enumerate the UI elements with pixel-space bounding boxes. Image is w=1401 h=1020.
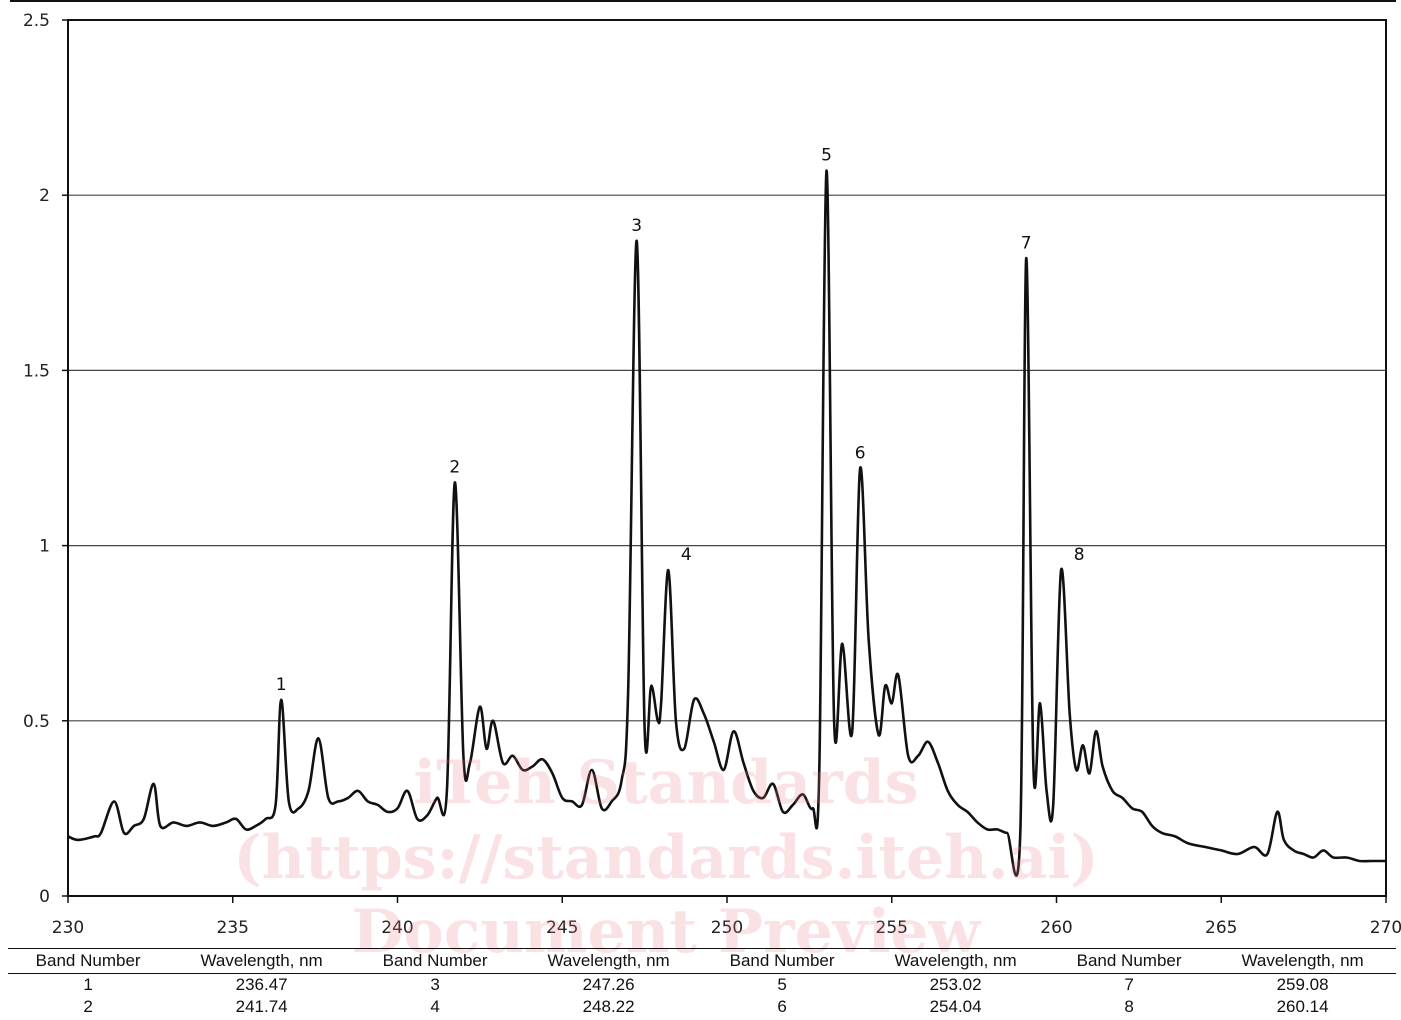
x-tick-label: 240 [381,918,413,938]
y-tick-label: 0.5 [23,712,50,732]
peak-label: 3 [631,216,642,236]
table-cell: 254.04 [929,997,982,1016]
y-tick-label: 2.5 [23,11,50,31]
table-row: 1 236.47 3 247.26 5 253.02 7 259.08 [8,974,1396,997]
table-cell: 1 [83,975,93,994]
y-tick-label: 1 [39,537,50,557]
header-band-number: Band Number [1048,948,1210,974]
band-wavelength-table: Band Number Wavelength, nm Band Number W… [8,948,1396,1018]
table-cell: 6 [777,997,787,1016]
table-cell: 3 [430,975,440,994]
y-tick-labels: 0 0.5 1 1.5 2 2.5 [23,11,50,907]
header-band-number: Band Number [354,948,516,974]
x-tick-label: 235 [217,918,249,938]
x-tick-label: 265 [1205,918,1237,938]
top-rule [10,0,1396,2]
peak-labels: 1 2 3 4 5 6 7 8 [276,146,1085,695]
table-cell: 7 [1124,975,1134,994]
table-cell: 2 [83,997,93,1016]
spectrum-chart: 00.511.522.5 230 235 240 245 250 255 260 265 270… [23,11,1401,938]
y-tick-label: 2 [39,186,50,206]
x-tick-label: 245 [546,918,578,938]
header-wavelength: Wavelength, nm [862,948,1049,974]
x-tick-label: 260 [1040,918,1072,938]
header-band-number: Band Number [8,948,169,974]
peak-label: 4 [681,545,692,565]
table-cell: 8 [1124,997,1134,1016]
header-band-number: Band Number [701,948,863,974]
table-row: 2 241.74 4 248.22 6 254.04 8 260.14 [8,996,1396,1018]
series-lines [67,169,1386,877]
peak-label: 5 [821,146,832,166]
x-tick-label: 230 [52,918,84,938]
header-wavelength: Wavelength, nm [168,948,355,974]
spectrum-line [67,169,1386,877]
header-wavelength: Wavelength, nm [1209,948,1396,974]
peak-label: 1 [276,675,287,695]
x-tick-label: 255 [876,918,908,938]
x-tick-labels: 230 235 240 245 250 255 260 265 270 [52,918,1401,938]
x-tick-label: 270 [1370,918,1401,938]
y-tick-label: 0 [39,887,50,907]
x-tick-label: 250 [711,918,743,938]
y-tick-label: 1.5 [23,361,50,381]
table-cell: 248.22 [582,997,635,1016]
table-cell: 4 [430,997,440,1016]
table-cell: 241.74 [235,997,288,1016]
table-cell: 260.14 [1276,997,1329,1016]
table-cell: 253.02 [929,975,982,994]
peak-label: 7 [1021,233,1032,253]
peak-label: 8 [1074,545,1085,565]
peak-label: 6 [855,444,866,464]
axes [62,19,1387,903]
grid-lines [68,19,1386,722]
table-cell: 236.47 [235,975,288,994]
table-cell: 259.08 [1276,975,1329,994]
table-cell: 247.26 [582,975,635,994]
peak-label: 2 [449,458,460,478]
table-cell: 5 [777,975,787,994]
header-wavelength: Wavelength, nm [515,948,702,974]
table-header-row: Band Number Wavelength, nm Band Number W… [8,948,1396,974]
